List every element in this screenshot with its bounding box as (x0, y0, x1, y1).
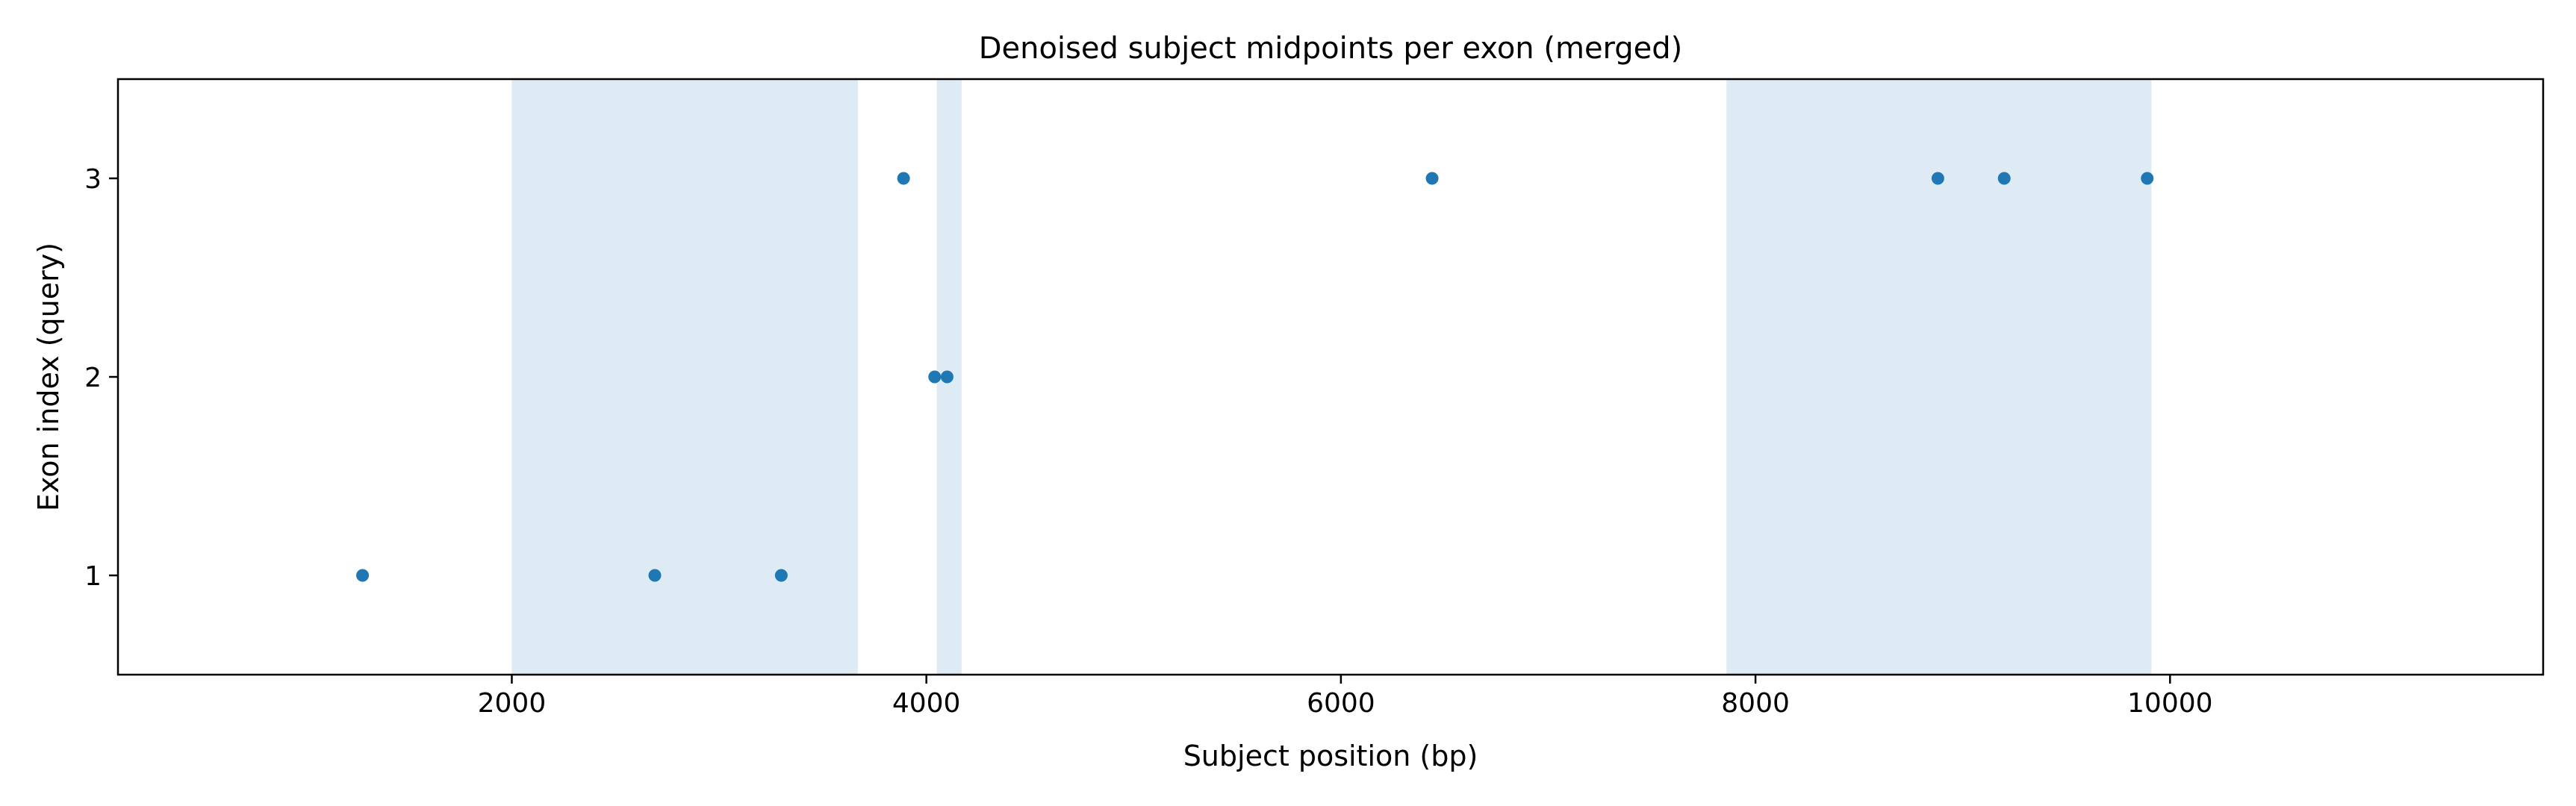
shaded-regions (511, 79, 2152, 675)
data-point (940, 370, 953, 384)
y-tick-label: 2 (84, 363, 102, 393)
x-tick-label: 4000 (892, 688, 961, 719)
data-point (1425, 172, 1439, 185)
data-point (2141, 172, 2154, 185)
y-tick-label: 1 (84, 561, 102, 592)
y-axis-ticks: 1 2 3 (84, 164, 118, 592)
chart-title: Denoised subject midpoints per exon (mer… (979, 31, 1683, 66)
y-tick-label: 3 (84, 164, 102, 195)
x-tick-label: 10000 (2127, 688, 2213, 719)
data-point (774, 569, 788, 582)
data-point (356, 569, 370, 582)
x-axis-label: Subject position (bp) (1183, 740, 1478, 772)
data-point (897, 172, 910, 185)
data-point (648, 569, 662, 582)
data-point (1931, 172, 1944, 185)
data-point (928, 370, 942, 384)
x-tick-label: 6000 (1307, 688, 1375, 719)
x-tick-label: 2000 (478, 688, 547, 719)
y-axis-label: Exon index (query) (32, 243, 65, 511)
x-axis-ticks: 2000 4000 6000 8000 10000 (478, 675, 2213, 719)
data-point (1997, 172, 2011, 185)
x-tick-label: 8000 (1721, 688, 1790, 719)
data-points (356, 172, 2154, 582)
shaded-region-3 (1726, 79, 2152, 675)
shaded-region-1 (511, 79, 859, 675)
